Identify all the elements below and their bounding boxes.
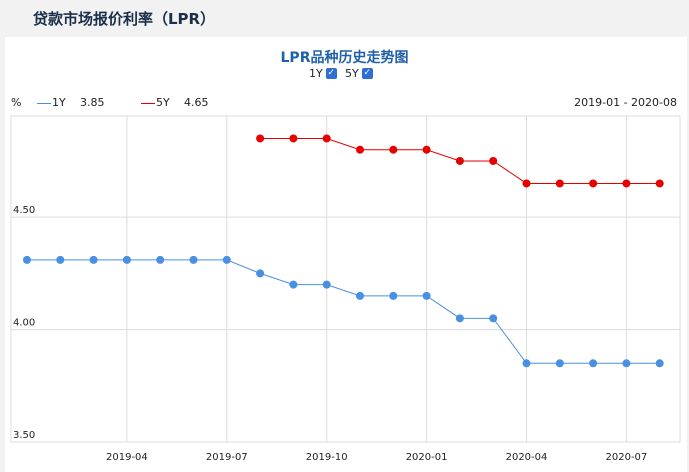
data-point-1y [422, 291, 431, 300]
data-point-1y [289, 280, 298, 289]
data-point-1y [555, 359, 564, 368]
data-point-5y [655, 179, 664, 188]
data-point-1y [189, 255, 198, 264]
checkbox-checked-icon[interactable]: ✓ [361, 67, 373, 79]
data-point-5y [422, 145, 431, 154]
legend-5y-value: 4.65 [184, 96, 209, 109]
data-point-1y [589, 359, 598, 368]
data-point-1y [222, 255, 231, 264]
data-point-5y [555, 179, 564, 188]
chart-title: LPR品种历史走势图 [280, 50, 409, 66]
data-point-1y [655, 359, 664, 368]
data-point-1y [455, 314, 464, 323]
chart-panel [5, 37, 687, 472]
data-point-5y [455, 156, 464, 165]
legend-1y-swatch [37, 103, 51, 104]
legend-5y-name: 5Y [156, 96, 170, 109]
data-point-5y [256, 134, 265, 143]
series-line-1y [27, 259, 660, 364]
data-point-5y [389, 145, 398, 154]
toggle-1y[interactable]: 1Y ✓ [309, 66, 337, 80]
x-tick-label: 2019-07 [206, 452, 248, 463]
legend-1y-value: 3.85 [80, 96, 105, 109]
toggle-5y[interactable]: 5Y ✓ [345, 66, 373, 80]
toggle-5y-label: 5Y [345, 66, 359, 80]
data-point-5y [622, 179, 631, 188]
y-tick-label: 3.50 [13, 430, 35, 441]
data-point-1y [89, 255, 98, 264]
checkbox-checked-icon[interactable]: ✓ [325, 67, 337, 79]
data-point-1y [356, 291, 364, 300]
y-tick-label: 4.00 [13, 318, 35, 329]
data-point-5y [322, 134, 331, 143]
data-point-5y [589, 179, 598, 188]
data-point-1y [322, 280, 331, 289]
data-point-1y [522, 359, 531, 368]
data-point-1y [156, 255, 165, 264]
data-point-5y [522, 179, 531, 188]
legend-5y-swatch [141, 103, 155, 104]
plot-border [10, 115, 681, 443]
data-point-5y [289, 134, 298, 143]
x-tick-label: 2020-07 [606, 452, 648, 463]
data-point-1y [489, 314, 498, 323]
x-tick-label: 2019-04 [106, 452, 148, 463]
data-point-1y [122, 255, 131, 264]
data-point-1y [622, 359, 631, 368]
page-title: 贷款市场报价利率（LPR） [33, 10, 216, 28]
data-point-1y [23, 255, 31, 264]
y-tick-label: 4.50 [13, 205, 35, 216]
x-tick-label: 2019-10 [306, 452, 348, 463]
data-point-1y [389, 291, 398, 300]
y-axis-unit: % [11, 96, 22, 109]
toggle-1y-label: 1Y [309, 66, 323, 80]
data-point-1y [56, 255, 65, 264]
data-point-1y [256, 269, 265, 278]
date-range: 2019-01 - 2020-08 [574, 96, 677, 109]
x-tick-label: 2020-01 [406, 452, 448, 463]
data-point-5y [356, 145, 364, 154]
data-point-5y [489, 156, 498, 165]
legend-1y-name: 1Y [52, 96, 66, 109]
x-tick-label: 2020-04 [506, 452, 548, 463]
